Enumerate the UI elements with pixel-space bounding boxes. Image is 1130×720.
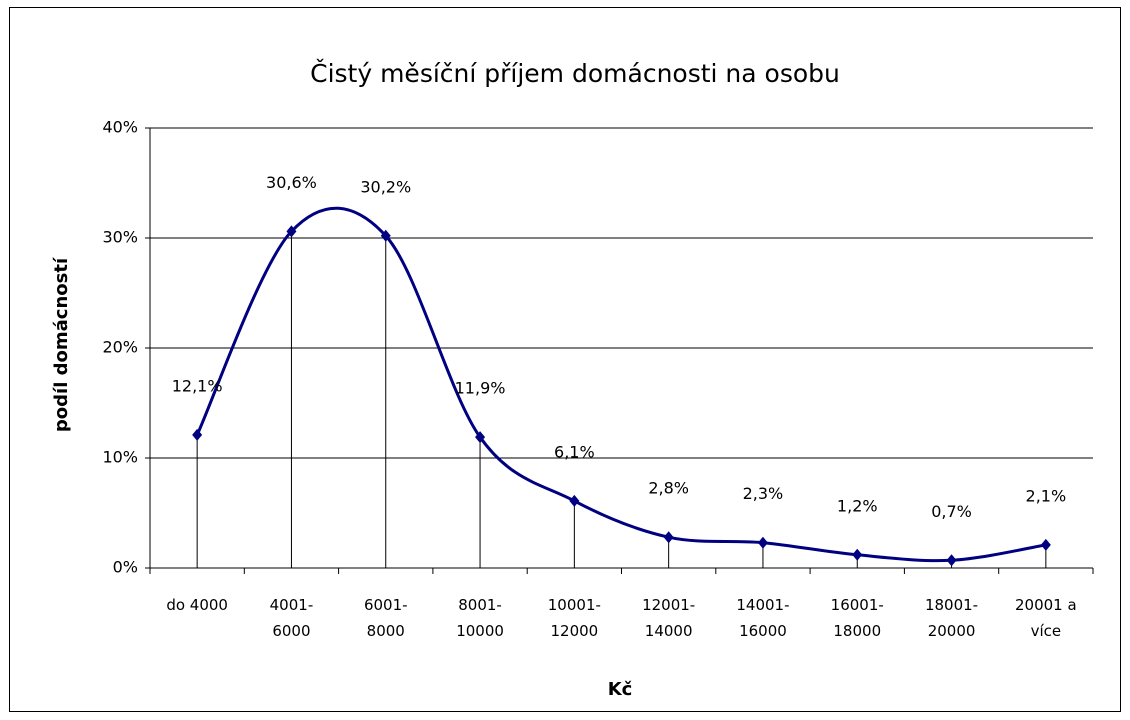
x-tick-label: 18001- 20000 [924, 596, 979, 640]
marker [475, 431, 486, 444]
data-label: 2,1% [1026, 486, 1067, 505]
x-tick-label: 14001- 16000 [736, 596, 790, 640]
marker [380, 229, 391, 242]
data-label: 2,3% [743, 484, 784, 503]
data-label: 30,2% [360, 177, 411, 196]
y-tick-label: 30% [102, 228, 138, 247]
y-tick-label: 0% [113, 558, 138, 577]
x-tick-label: 6001- 8000 [363, 596, 408, 640]
y-axis-label: podíl domácností [51, 257, 72, 432]
marker [1040, 538, 1051, 551]
marker [192, 428, 203, 441]
chart-title: Čistý měsíční příjem domácnosti na osobu [310, 58, 840, 88]
marker [286, 225, 297, 238]
data-label: 30,6% [266, 173, 317, 192]
data-label: 6,1% [554, 442, 595, 461]
data-label: 12,1% [172, 376, 223, 395]
data-label: 1,2% [837, 496, 878, 515]
x-tick-label: 4001- 6000 [269, 596, 314, 640]
data-label: 11,9% [455, 379, 506, 398]
marker [946, 554, 957, 567]
marker [663, 531, 674, 544]
chart-border [9, 7, 1121, 712]
marker [852, 548, 863, 561]
y-tick-label: 20% [102, 338, 138, 357]
marker [757, 536, 768, 549]
x-tick-label: 16001- 18000 [830, 596, 884, 640]
data-label: 2,8% [648, 479, 689, 498]
x-tick-label: 8001- 10000 [456, 596, 504, 640]
x-tick-label: 12001- 14000 [642, 596, 696, 640]
data-label: 0,7% [931, 502, 972, 521]
x-axis-label: Kč [608, 679, 633, 700]
x-tick-label: 10001- 12000 [547, 596, 601, 640]
y-tick-label: 10% [102, 448, 138, 467]
marker [569, 494, 580, 507]
line [195, 206, 1047, 563]
x-tick-label: do 4000 [166, 596, 228, 614]
y-tick-label: 40% [102, 118, 138, 137]
x-tick-label: 20001 a více [1015, 596, 1077, 640]
